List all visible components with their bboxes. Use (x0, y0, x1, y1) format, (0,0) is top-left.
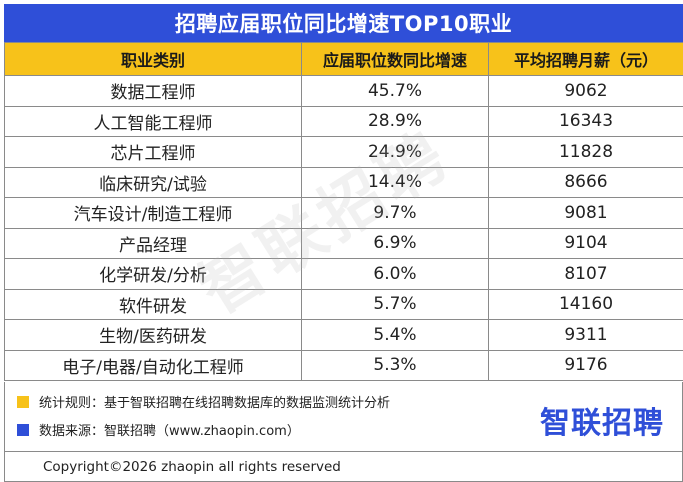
salary-cell: 9104 (488, 227, 683, 259)
growth-cell: 9.7% (301, 197, 489, 229)
table-row: 电子/电器/自动化工程师 5.3% 9176 (4, 349, 683, 381)
growth-cell: 5.7% (301, 288, 489, 320)
note-rule-text: 统计规则：基于智联招聘在线招聘数据库的数据监测统计分析 (39, 396, 391, 411)
salary-cell: 11828 (488, 136, 683, 168)
occupation-cell: 化学研发/分析 (4, 258, 302, 290)
note-rule: 统计规则：基于智联招聘在线招聘数据库的数据监测统计分析 (17, 392, 390, 411)
table-row: 临床研究/试验 14.4% 8666 (4, 166, 683, 198)
salary-cell: 8107 (488, 258, 683, 290)
table-header-row: 职业类别 应届职位数同比增速 平均招聘月薪（元） (4, 42, 683, 76)
note-source-text: 数据来源：智联招聘（www.zhaopin.com） (39, 424, 300, 439)
table-row: 产品经理 6.9% 9104 (4, 227, 683, 259)
table-row: 化学研发/分析 6.0% 8107 (4, 258, 683, 290)
growth-cell: 28.9% (301, 105, 489, 137)
growth-cell: 45.7% (301, 75, 489, 107)
salary-cell: 9311 (488, 319, 683, 351)
salary-cell: 14160 (488, 288, 683, 320)
header-occupation: 职业类别 (4, 42, 302, 76)
yellow-square-icon (17, 395, 29, 408)
note-source: 数据来源：智联招聘（www.zhaopin.com） (17, 420, 300, 439)
salary-cell: 8666 (488, 166, 683, 198)
table-row: 生物/医药研发 5.4% 9311 (4, 319, 683, 351)
table-row: 软件研发 5.7% 14160 (4, 288, 683, 320)
growth-cell: 5.3% (301, 349, 489, 381)
occupation-cell: 生物/医药研发 (4, 319, 302, 351)
occupation-cell: 人工智能工程师 (4, 105, 302, 137)
growth-cell: 24.9% (301, 136, 489, 168)
growth-cell: 14.4% (301, 166, 489, 198)
page-title: 招聘应届职位同比增速TOP10职业 (4, 4, 683, 42)
occupation-cell: 芯片工程师 (4, 136, 302, 168)
notes-section: 统计规则：基于智联招聘在线招聘数据库的数据监测统计分析 数据来源：智联招聘（ww… (4, 382, 683, 452)
ranking-table: 职业类别 应届职位数同比增速 平均招聘月薪（元） 数据工程师 45.7% 906… (4, 42, 683, 381)
occupation-cell: 临床研究/试验 (4, 166, 302, 198)
copyright: Copyright©2026 zhaopin all rights reserv… (4, 452, 683, 482)
table-row: 芯片工程师 24.9% 11828 (4, 136, 683, 168)
salary-cell: 9062 (488, 75, 683, 107)
occupation-cell: 汽车设计/制造工程师 (4, 197, 302, 229)
occupation-cell: 数据工程师 (4, 75, 302, 107)
table-row: 数据工程师 45.7% 9062 (4, 75, 683, 107)
salary-cell: 9081 (488, 197, 683, 229)
zhaopin-logo: 智联招聘 (540, 406, 664, 441)
growth-cell: 6.0% (301, 258, 489, 290)
growth-cell: 6.9% (301, 227, 489, 259)
occupation-cell: 软件研发 (4, 288, 302, 320)
table-row: 汽车设计/制造工程师 9.7% 9081 (4, 197, 683, 229)
blue-square-icon (17, 423, 29, 436)
table-row: 人工智能工程师 28.9% 16343 (4, 105, 683, 137)
occupation-cell: 产品经理 (4, 227, 302, 259)
header-salary: 平均招聘月薪（元） (488, 42, 683, 76)
growth-cell: 5.4% (301, 319, 489, 351)
occupation-cell: 电子/电器/自动化工程师 (4, 349, 302, 381)
salary-cell: 9176 (488, 349, 683, 381)
header-growth: 应届职位数同比增速 (301, 42, 489, 76)
salary-cell: 16343 (488, 105, 683, 137)
